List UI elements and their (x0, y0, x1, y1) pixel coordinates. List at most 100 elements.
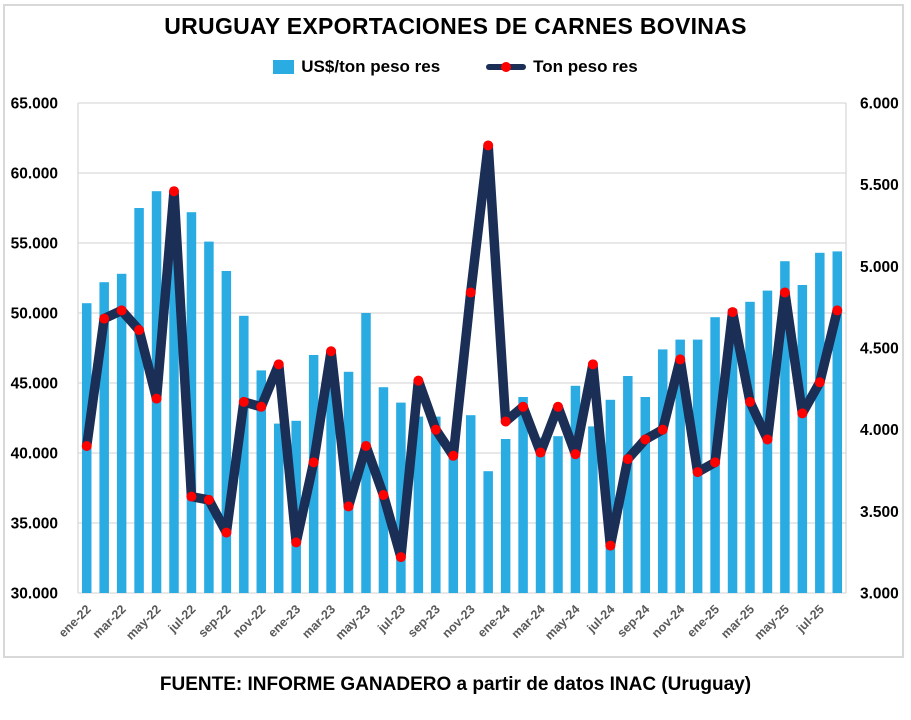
marker-jun-25 (797, 408, 808, 419)
marker-ago-22 (203, 494, 214, 505)
bar-ago-23 (413, 416, 424, 593)
bar-feb-25 (727, 308, 738, 593)
left-axis-tick: 60.000 (11, 166, 58, 183)
marker-oct-22 (238, 396, 249, 407)
marker-feb-24 (518, 401, 529, 412)
left-axis-tick: 40.000 (11, 446, 58, 463)
bar-dic-22 (273, 423, 284, 593)
tons-line (81, 140, 843, 562)
left-axis-tick: 45.000 (11, 376, 58, 393)
marker-mar-24 (535, 447, 546, 458)
marker-oct-24 (657, 424, 668, 435)
x-axis-tick: jul-25 (793, 602, 827, 636)
marker-abr-25 (762, 434, 773, 445)
legend-item-bars: US$/ton peso res (273, 57, 440, 77)
bar-oct-22 (239, 315, 249, 593)
bar-nov-24 (675, 339, 685, 593)
left-axis-tick: 30.000 (11, 586, 58, 603)
right-axis-tick: 6.000 (860, 96, 899, 113)
bar-jul-22 (186, 212, 197, 593)
bar-oct-24 (657, 349, 668, 593)
x-axis-tick: may-25 (752, 602, 792, 642)
legend-item-line: Ton peso res (486, 57, 638, 77)
bar-jun-22 (169, 201, 179, 593)
marker-abr-23 (343, 501, 354, 512)
marker-ago-24 (622, 454, 633, 465)
marker-may-22 (151, 393, 162, 404)
marker-ene-22 (81, 441, 92, 451)
marker-ene-25 (710, 457, 721, 468)
right-axis-tick: 3.500 (860, 504, 899, 521)
bar-series-swatch-icon (273, 60, 295, 74)
legend-label-line: Ton peso res (533, 57, 638, 76)
chart-legend: US$/ton peso res Ton peso res (0, 57, 911, 77)
bar-abr-22 (134, 208, 144, 593)
x-axis-tick: mar-23 (299, 602, 338, 641)
marker-abr-24 (553, 401, 563, 412)
marker-jul-23 (395, 552, 406, 563)
x-axis-tick: ene-24 (475, 602, 513, 640)
marker-jul-24 (605, 540, 616, 551)
x-axis-tick: jul-22 (165, 602, 199, 636)
x-axis-tick: jul-24 (584, 602, 618, 636)
right-axis-tick: 5.000 (860, 259, 899, 276)
right-axis-tick: 4.000 (860, 422, 899, 439)
bar-nov-22 (256, 370, 267, 593)
bar-may-24 (570, 385, 581, 593)
bar-abr-24 (553, 436, 563, 593)
x-axis-tick: sep-23 (405, 602, 443, 640)
bar-ago-24 (623, 376, 633, 593)
marker-ago-25 (832, 305, 843, 316)
marker-jul-25 (814, 377, 825, 388)
marker-mar-22 (116, 305, 127, 316)
marker-jun-22 (169, 186, 179, 197)
x-axis-tick: jul-23 (374, 602, 408, 636)
marker-dic-23 (483, 140, 494, 151)
marker-may-24 (570, 449, 581, 460)
marker-nov-23 (465, 287, 476, 298)
bar-ago-22 (204, 241, 214, 593)
x-axis-tick: may-24 (542, 602, 582, 642)
bar-feb-24 (518, 397, 528, 593)
marker-ene-23 (291, 537, 302, 548)
x-axis-tick: ene-23 (265, 602, 303, 640)
marker-abr-22 (134, 325, 145, 336)
left-axis-tick: 55.000 (11, 236, 58, 253)
x-axis-tick: nov-23 (439, 602, 477, 640)
marker-mar-25 (745, 396, 755, 407)
marker-dic-22 (273, 359, 284, 370)
marker-sep-24 (640, 434, 651, 445)
bar-mar-24 (535, 437, 546, 593)
bar-sep-23 (431, 416, 441, 593)
marker-sep-22 (221, 527, 232, 538)
x-axis-tick: nov-24 (649, 602, 687, 640)
marker-jul-22 (186, 491, 197, 502)
legend-label-bars: US$/ton peso res (301, 57, 441, 76)
x-axis-tick: mar-24 (509, 602, 548, 641)
bar-jul-23 (396, 402, 406, 593)
right-axis-tick: 5.500 (860, 177, 899, 194)
x-axis-tick: may-23 (333, 602, 373, 642)
bar-may-25 (780, 261, 790, 593)
line-series-swatch-icon (486, 60, 527, 74)
bar-jul-25 (815, 252, 825, 594)
marker-mar-23 (326, 346, 337, 357)
bar-oct-23 (448, 457, 459, 593)
axis-labels: 65.000 60.000 55.000 50.000 45.000 40.000 35.0… (11, 96, 899, 603)
bar-ene-24 (500, 439, 511, 593)
x-axis-tick: sep-22 (196, 602, 234, 640)
marker-ago-23 (413, 375, 424, 386)
marker-sep-23 (430, 424, 441, 435)
bar-ago-25 (832, 251, 843, 593)
marker-oct-23 (448, 450, 459, 461)
x-axis-tick: ene-22 (56, 602, 94, 640)
line-swatch-red-dot (501, 62, 512, 72)
x-axis-tick: mar-25 (718, 602, 757, 641)
bar-mar-23 (326, 350, 336, 593)
bar-jun-24 (588, 426, 598, 593)
bar-sep-22 (221, 271, 232, 593)
tons-line-series (81, 140, 843, 563)
